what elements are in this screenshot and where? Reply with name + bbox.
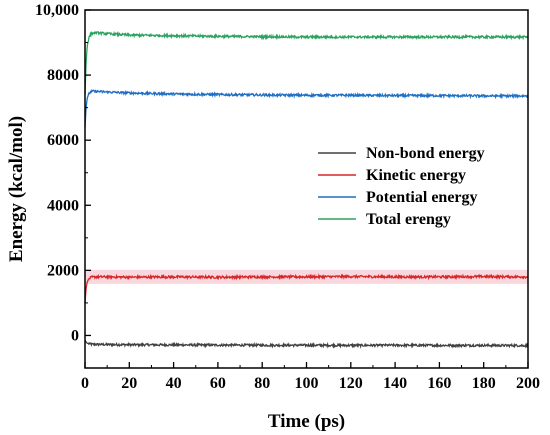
x-tick-label: 180 <box>472 375 496 392</box>
x-tick-label: 140 <box>383 375 407 392</box>
legend-label: Potential energy <box>366 189 478 206</box>
x-tick-label: 60 <box>210 375 226 392</box>
x-tick-label: 20 <box>121 375 137 392</box>
x-tick-label: 200 <box>516 375 540 392</box>
y-axis-label: Energy (kcal/mol) <box>6 116 27 262</box>
series-line-non-bond-energy <box>84 339 529 349</box>
series-layer <box>84 30 529 349</box>
x-tick-label: 0 <box>81 375 89 392</box>
x-tick-label: 40 <box>166 375 182 392</box>
legend-item: Kinetic energy <box>318 167 466 184</box>
legend-label: Non-bond energy <box>366 145 485 162</box>
x-axis-label: Time (ps) <box>268 411 345 432</box>
legend-item: Total erengy <box>318 211 451 228</box>
y-tick-label: 0 <box>71 327 79 344</box>
x-tick-label: 120 <box>339 375 363 392</box>
y-tick-label: 2000 <box>47 262 79 279</box>
series-line-total-erengy <box>84 30 529 95</box>
legend-item: Potential energy <box>318 189 478 206</box>
x-tick-label: 80 <box>254 375 270 392</box>
legend-label: Kinetic energy <box>366 167 466 184</box>
legend-item: Non-bond energy <box>318 145 485 162</box>
y-axis-ticks: 0 2000 4000 6000 8000 10,000 <box>35 2 91 369</box>
y-tick-label: 10,000 <box>35 2 79 19</box>
legend-label: Total erengy <box>366 211 451 228</box>
legend: Non-bond energy Kinetic energy Potential e… <box>318 145 485 228</box>
y-tick-label: 6000 <box>47 132 79 149</box>
x-tick-label: 100 <box>295 375 319 392</box>
y-tick-label: 8000 <box>47 67 79 84</box>
series-line-kinetic-energy <box>84 273 529 303</box>
y-tick-label: 4000 <box>47 197 79 214</box>
x-axis-ticks: 0 20 40 60 80 100 120 140 160 180 200 <box>81 362 540 392</box>
series-line-potential-energy <box>84 88 529 128</box>
x-tick-label: 160 <box>427 375 451 392</box>
